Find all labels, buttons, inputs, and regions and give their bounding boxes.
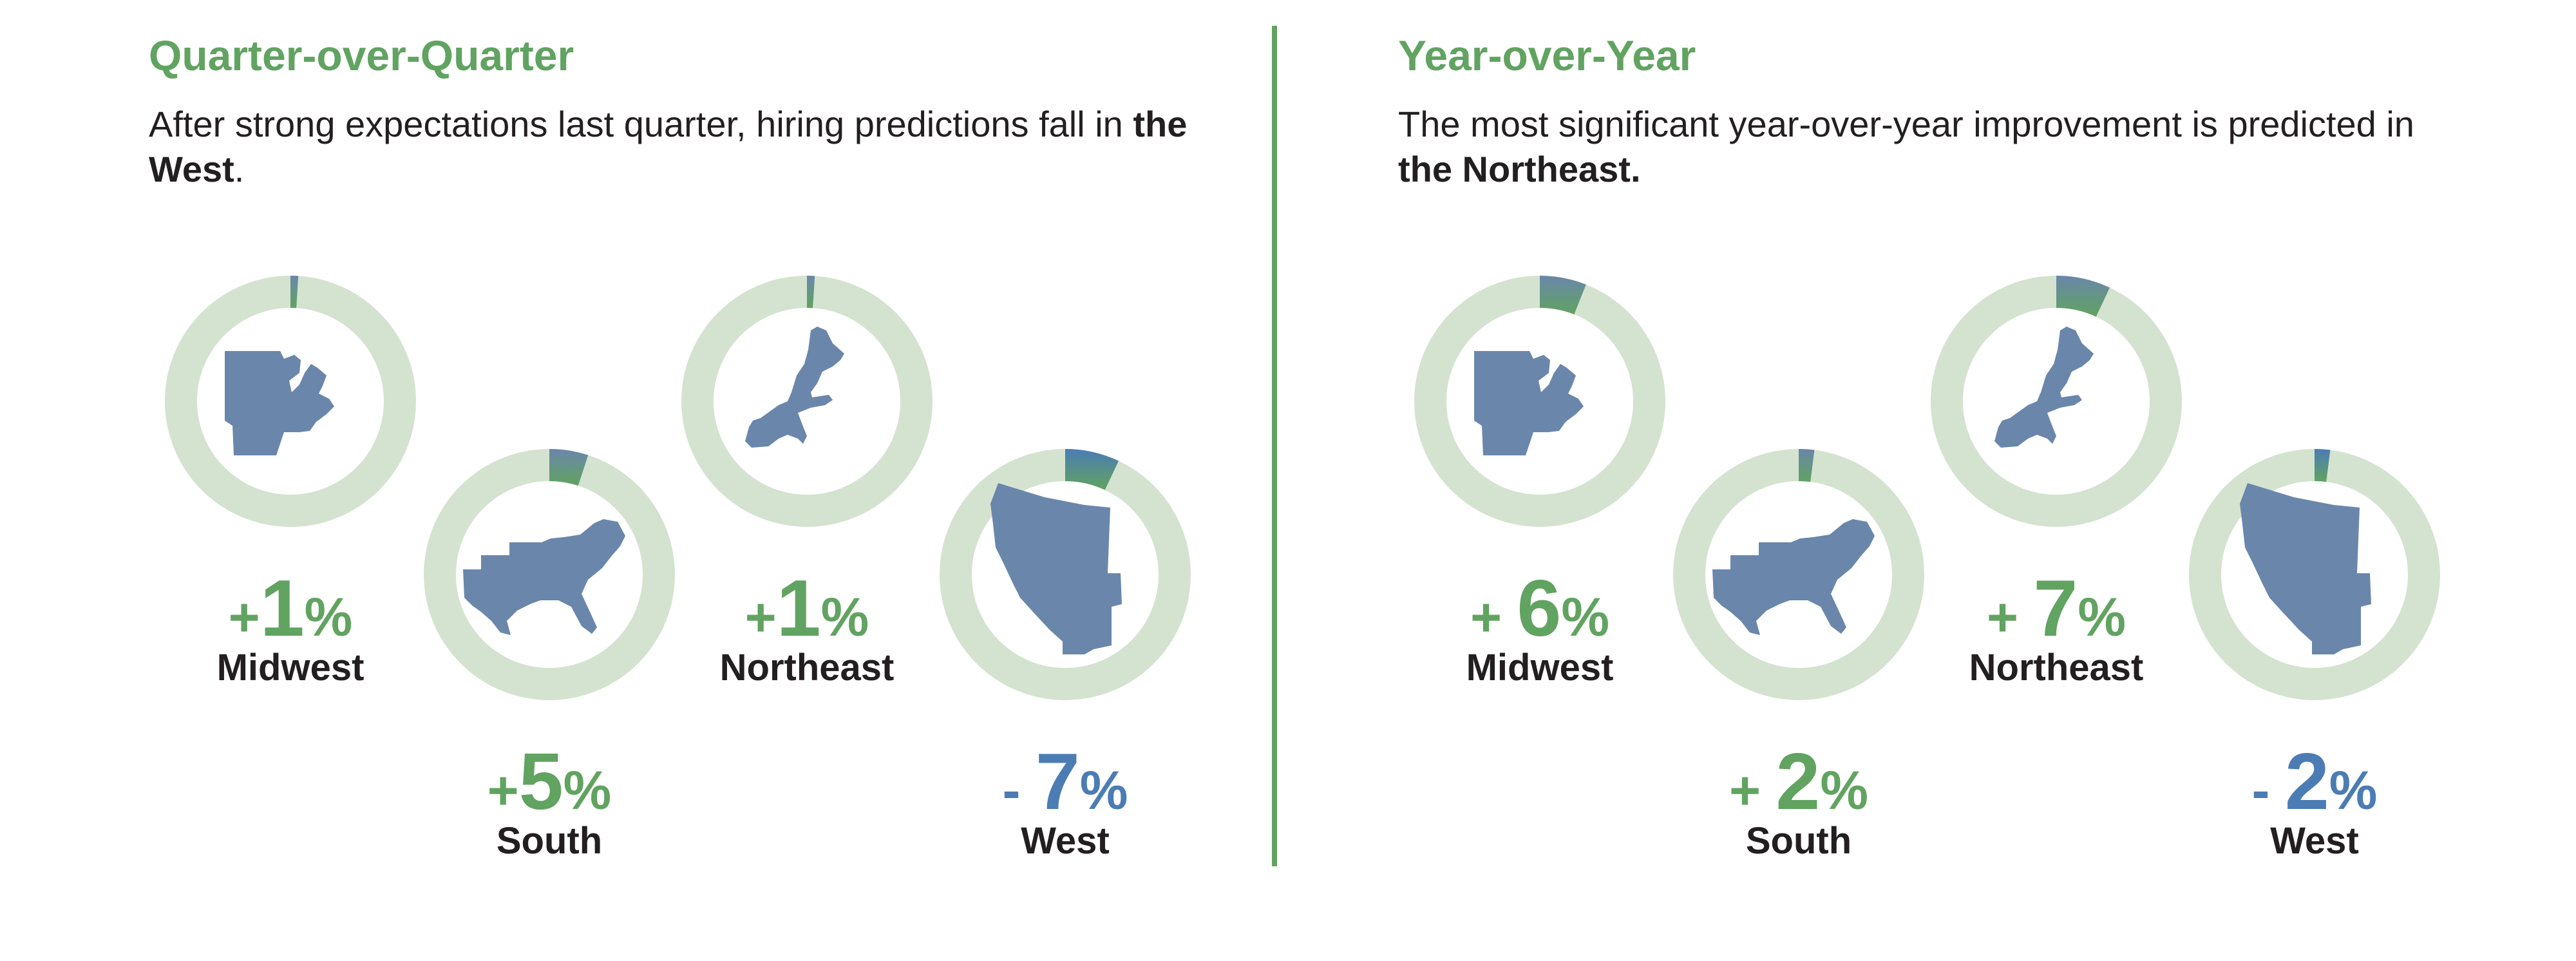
- region-name: South: [496, 820, 603, 862]
- chart-title: Year-over-Year: [1398, 32, 1696, 79]
- value-arc: [1799, 449, 1815, 482]
- value-arc: [549, 449, 589, 486]
- value-label: + 2%: [1644, 742, 1953, 822]
- region-northeast: +1% Northeast: [678, 272, 936, 788]
- region-name: South: [1745, 820, 1852, 862]
- region-midwest: + 6% Midwest: [1411, 272, 1669, 788]
- value-number: 7: [2033, 564, 2078, 653]
- region-name: Northeast: [1969, 647, 2144, 689]
- value-unit: %: [820, 587, 869, 647]
- subtitle-emphasis: the Northeast.: [1398, 149, 1641, 189]
- value-number: 1: [776, 564, 821, 653]
- chart-title: Quarter-over-Quarter: [149, 32, 574, 79]
- value-unit: %: [2078, 587, 2126, 647]
- value-arc: [807, 276, 815, 309]
- value-label: + 6%: [1385, 569, 1694, 649]
- subtitle-text: After strong expectations last quarter, …: [149, 104, 1133, 144]
- value-sign: +: [1470, 587, 1517, 647]
- value-number: 6: [1517, 564, 1562, 653]
- region-name: Midwest: [1466, 647, 1614, 689]
- donut-ring: [940, 449, 1191, 700]
- value-sign: +: [1986, 587, 2034, 647]
- midwest-map-icon: [225, 351, 334, 455]
- value-label: +1%: [652, 569, 961, 649]
- value-number: 2: [1776, 737, 1821, 826]
- donut-ring: [1931, 276, 2182, 527]
- donut-ring: [424, 449, 675, 700]
- value-unit: %: [563, 760, 612, 821]
- region-name: Midwest: [216, 647, 365, 689]
- region-name: Northeast: [719, 647, 895, 689]
- northeast-map-icon: [745, 327, 844, 448]
- region-name: West: [1021, 820, 1110, 862]
- value-sign: +: [228, 587, 260, 647]
- value-number: 2: [2284, 737, 2329, 826]
- region-midwest: +1% Midwest: [162, 272, 419, 788]
- value-label: - 7%: [911, 742, 1220, 822]
- value-unit: %: [304, 587, 353, 647]
- south-map-icon: [1712, 519, 1875, 635]
- year-over-year-panel: Year-over-Year The most significant year…: [1249, 0, 2512, 941]
- value-sign: -: [1002, 760, 1036, 821]
- donut-ring: [1414, 276, 1665, 527]
- value-number: 1: [260, 564, 305, 653]
- region-south: + 2% South: [1670, 446, 1927, 961]
- value-unit: %: [1561, 587, 1610, 647]
- subtitle-text: The most significant year-over-year impr…: [1398, 104, 2414, 144]
- value-number: 7: [1035, 737, 1080, 826]
- value-unit: %: [1079, 760, 1128, 821]
- northeast-map-icon: [1994, 327, 2094, 448]
- chart-subtitle: After strong expectations last quarter, …: [149, 102, 1192, 192]
- midwest-map-icon: [1474, 351, 1584, 455]
- value-arc: [1065, 449, 1119, 490]
- value-arc: [2056, 276, 2110, 317]
- value-number: 5: [518, 737, 564, 826]
- value-label: - 2%: [2160, 742, 2469, 822]
- south-map-icon: [463, 519, 625, 635]
- donut-ring: [165, 276, 416, 527]
- subtitle-end: .: [234, 149, 245, 189]
- quarter-over-quarter-panel: Quarter-over-Quarter After strong expect…: [0, 0, 1262, 941]
- value-sign: +: [487, 760, 519, 821]
- value-label: + 7%: [1902, 569, 2211, 649]
- region-south: +5% South: [421, 446, 678, 961]
- donut-ring: [2189, 449, 2440, 700]
- panel-divider: [1272, 26, 1277, 866]
- value-arc: [1540, 276, 1586, 315]
- value-label: +5%: [395, 742, 704, 822]
- subtitle-emphasis: the West: [149, 104, 1188, 189]
- donut-ring: [1673, 449, 1924, 700]
- value-arc: [2315, 449, 2331, 482]
- value-label: +1%: [136, 569, 445, 649]
- value-sign: +: [744, 587, 777, 647]
- chart-subtitle: The most significant year-over-year impr…: [1398, 102, 2441, 192]
- region-northeast: + 7% Northeast: [1927, 272, 2185, 788]
- region-name: West: [2270, 820, 2359, 862]
- value-arc: [290, 276, 299, 309]
- west-map-icon: [990, 483, 1122, 654]
- west-map-icon: [2240, 483, 2371, 654]
- value-unit: %: [2329, 760, 2378, 821]
- value-sign: -: [2251, 760, 2285, 821]
- value-unit: %: [1820, 760, 1869, 821]
- value-sign: +: [1728, 760, 1776, 821]
- region-west: - 2% West: [2186, 446, 2443, 961]
- region-west: - 7% West: [936, 446, 1194, 961]
- donut-ring: [681, 276, 933, 527]
